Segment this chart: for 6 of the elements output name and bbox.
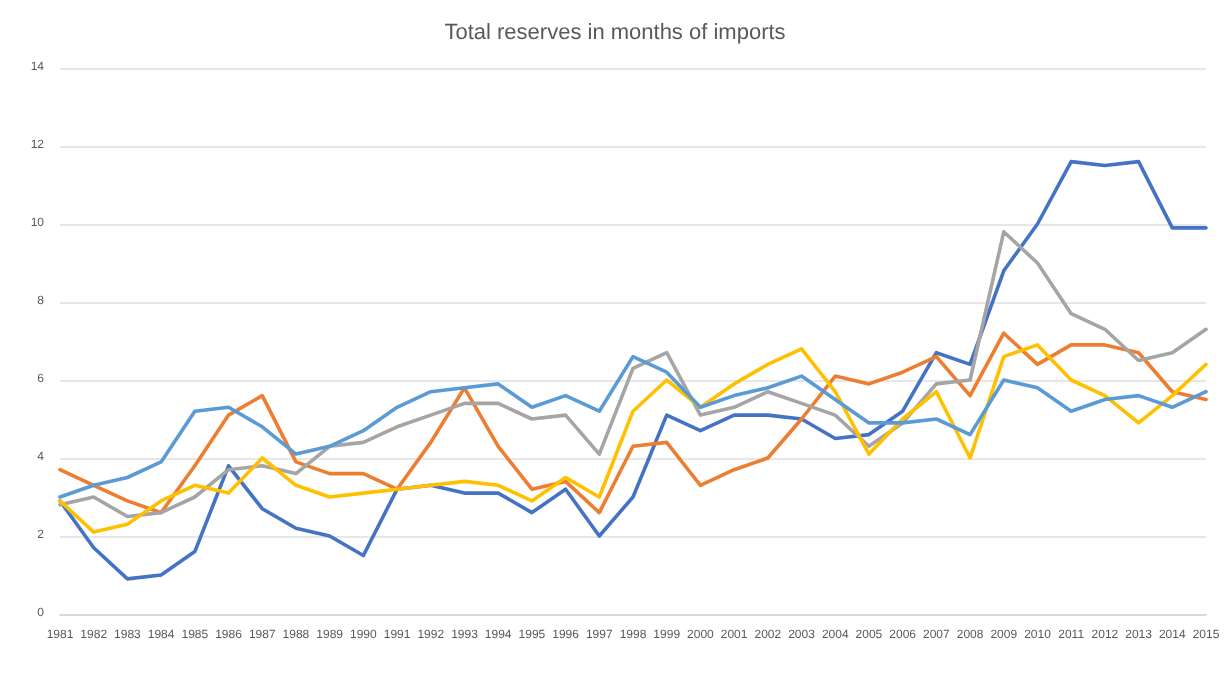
line-series: [58, 354, 1208, 499]
line-series: [58, 331, 1208, 515]
chart-title: Total reserves in months of imports: [444, 21, 787, 45]
line-series: [58, 343, 1208, 534]
line-series: [58, 230, 1208, 519]
line-series: [58, 159, 1208, 581]
